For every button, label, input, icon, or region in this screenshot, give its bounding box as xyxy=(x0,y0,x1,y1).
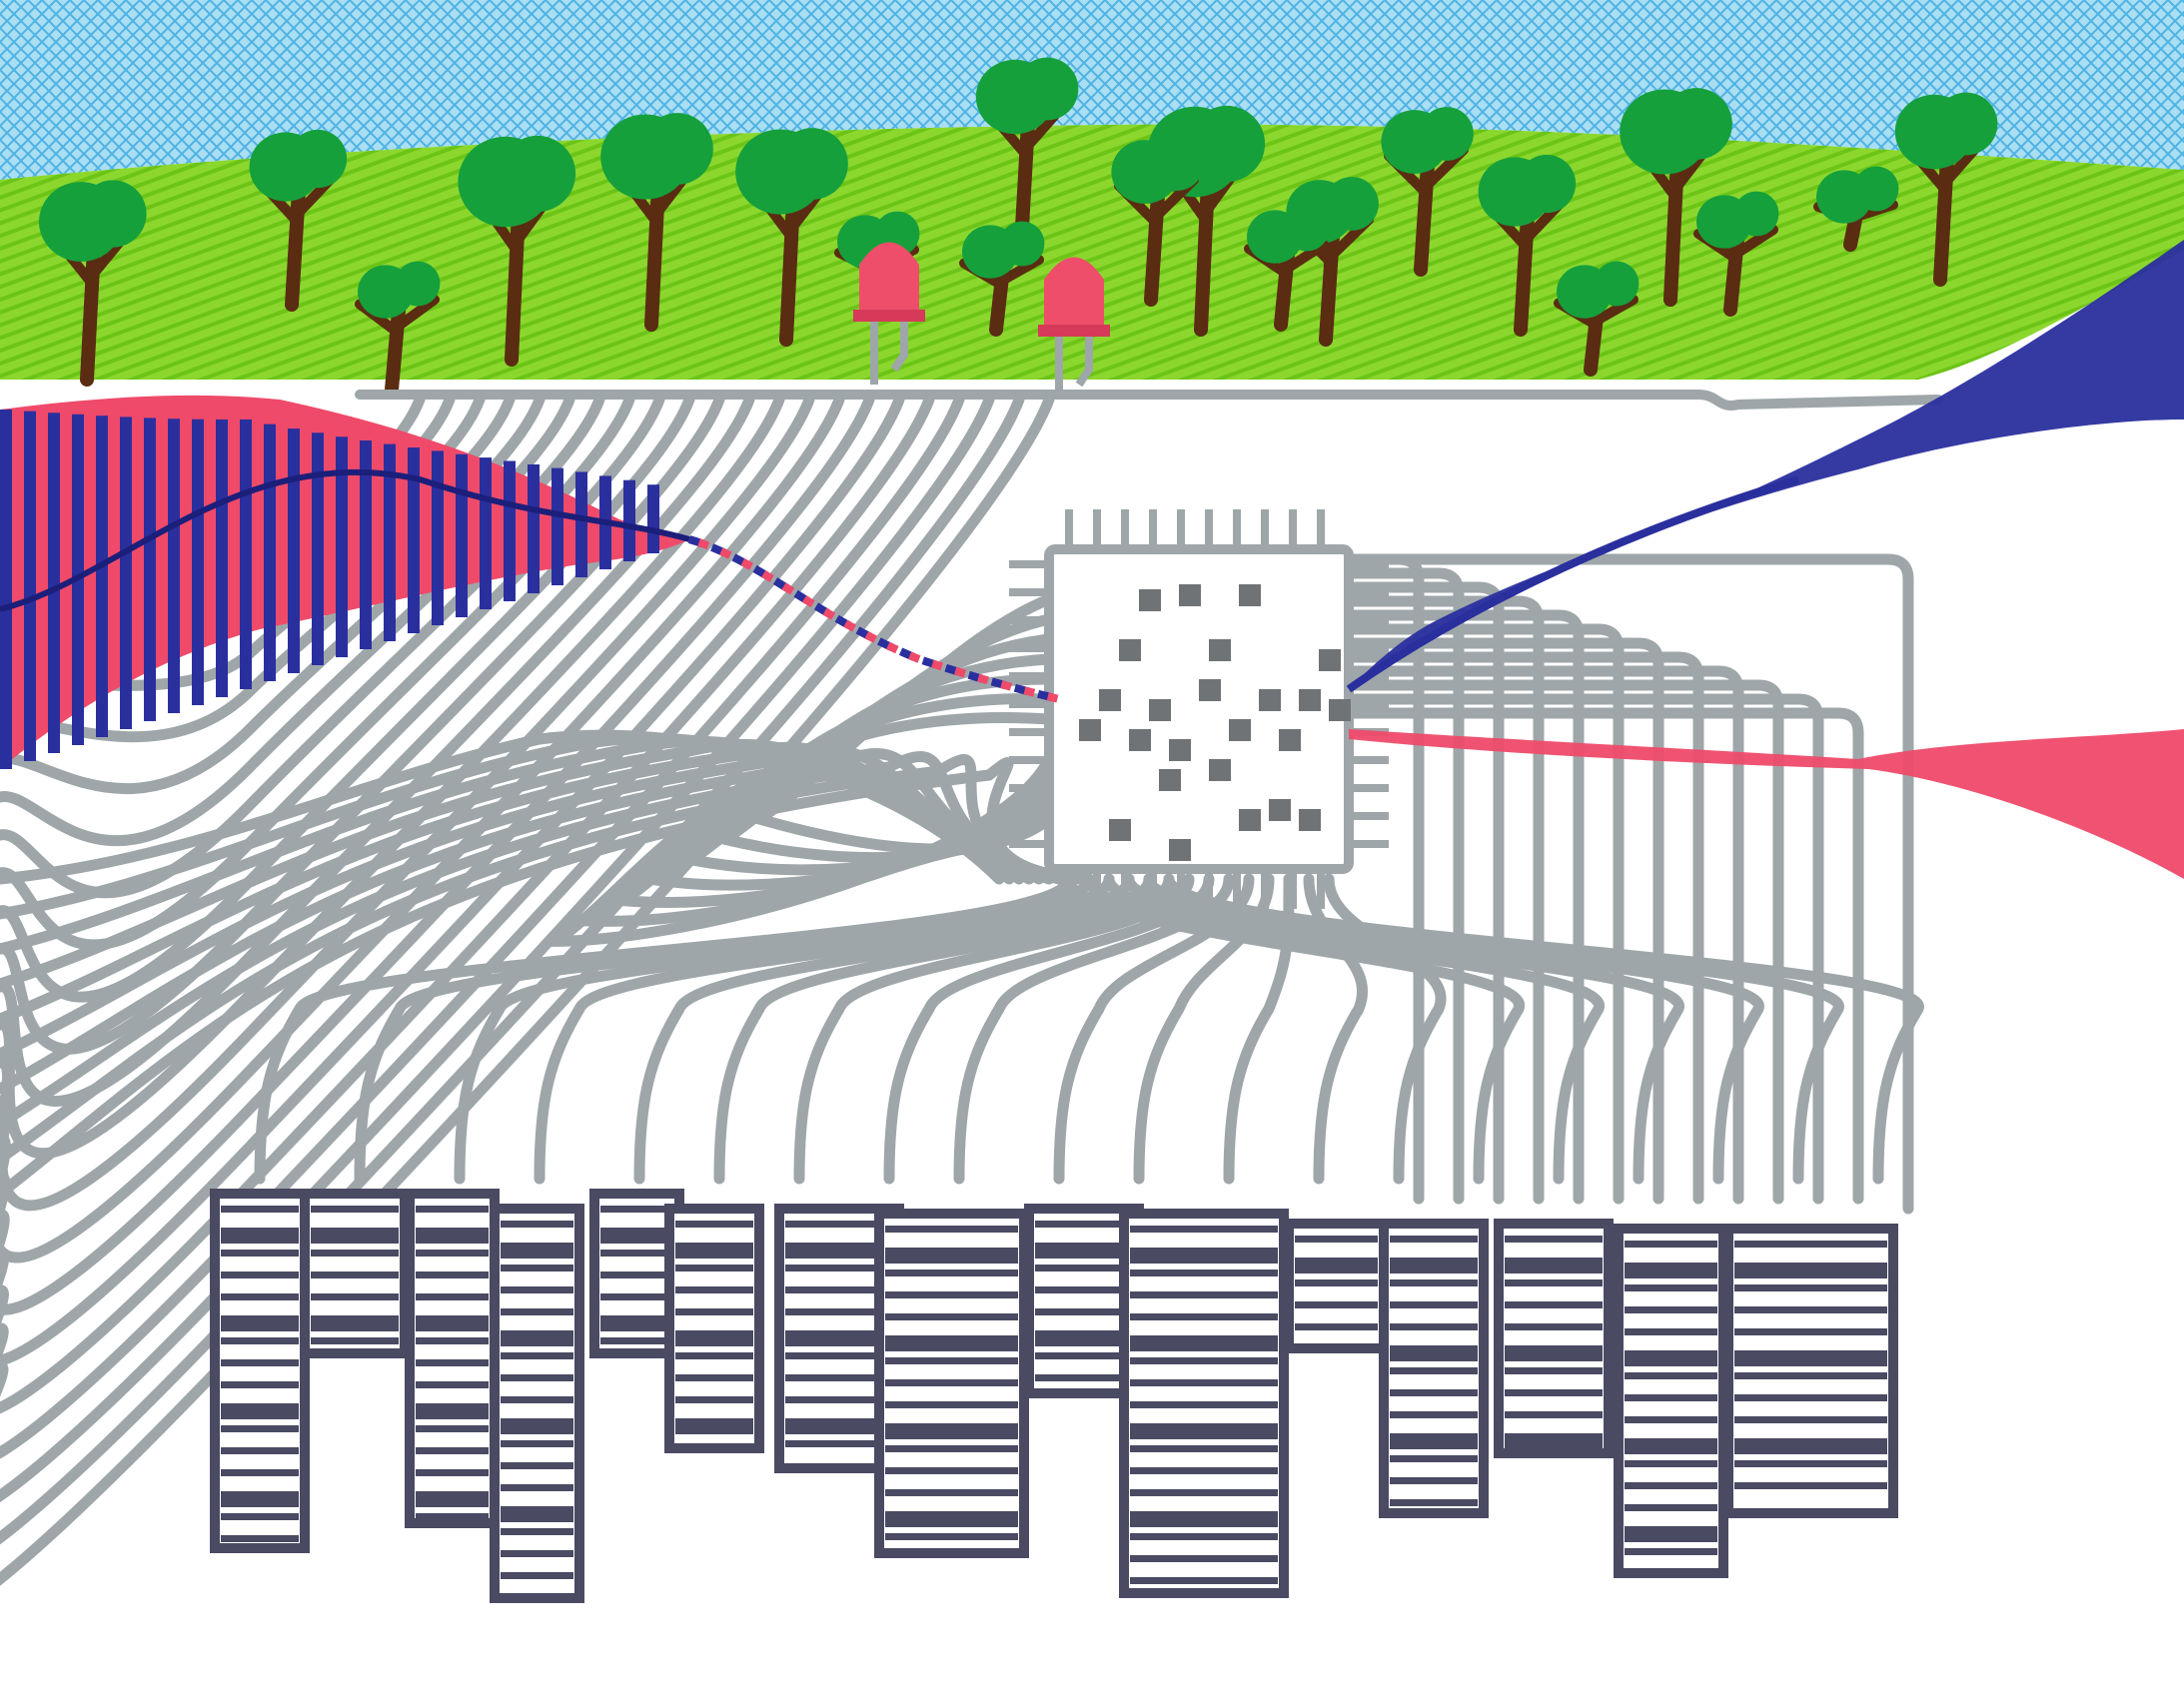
tree xyxy=(1620,88,1732,307)
connector-block xyxy=(490,1204,584,1603)
striped-ribbon-cable xyxy=(0,395,1060,769)
trace xyxy=(0,394,1025,1545)
trace xyxy=(1343,567,1465,1205)
trace xyxy=(1393,553,1914,1215)
trace xyxy=(633,873,1155,1185)
red-cable xyxy=(1349,729,2184,879)
chip-pads xyxy=(1079,584,1351,861)
tree xyxy=(959,221,1045,337)
tree xyxy=(1894,92,1998,287)
trace xyxy=(454,873,1115,1185)
tree xyxy=(458,135,576,367)
connector-block xyxy=(210,1189,310,1553)
tree xyxy=(1244,206,1330,332)
lamp-group xyxy=(853,242,1110,400)
trace xyxy=(1343,581,1505,1205)
trace xyxy=(1343,665,1744,1205)
connector-block xyxy=(405,1189,500,1528)
trace xyxy=(0,751,1075,1130)
trace xyxy=(1343,623,1625,1205)
trace xyxy=(1343,637,1664,1205)
trace xyxy=(0,394,995,1503)
connector-block xyxy=(1284,1219,1389,1353)
connector-block xyxy=(1379,1219,1489,1518)
tree xyxy=(1478,154,1577,337)
microchip xyxy=(1009,509,1389,909)
trace xyxy=(0,747,1065,1095)
connector-block xyxy=(664,1204,764,1453)
blue-cable xyxy=(1346,240,2184,693)
tree xyxy=(1693,191,1779,317)
connector-block xyxy=(874,1209,1029,1558)
connector-blocks xyxy=(210,1189,1898,1603)
tree xyxy=(735,128,848,347)
tree xyxy=(1554,261,1639,377)
tree xyxy=(600,113,713,332)
trace xyxy=(0,394,635,899)
trace xyxy=(1343,707,1864,1205)
trace xyxy=(0,754,1085,1165)
trace xyxy=(0,744,1055,1060)
trace xyxy=(1103,873,1684,1185)
trace xyxy=(0,394,905,1366)
red-lamp xyxy=(1038,257,1110,400)
trace xyxy=(0,394,1055,1586)
tree xyxy=(1111,137,1204,307)
tree xyxy=(355,261,441,397)
trace xyxy=(1343,693,1824,1205)
trace xyxy=(1343,595,1545,1205)
tree xyxy=(1381,107,1474,277)
tree xyxy=(1813,166,1899,252)
connector-block xyxy=(300,1189,410,1358)
tree xyxy=(249,129,348,312)
connector-block xyxy=(1119,1209,1289,1598)
trace xyxy=(0,741,1045,1025)
trace xyxy=(354,873,1095,1185)
connector-block xyxy=(1723,1224,1898,1518)
trace xyxy=(534,873,1135,1185)
trace xyxy=(1063,873,1525,1185)
trace xyxy=(1343,651,1704,1205)
connector-block xyxy=(1494,1219,1614,1458)
trace xyxy=(0,394,875,1315)
tree xyxy=(39,180,147,387)
trace xyxy=(0,394,845,1264)
ground-line xyxy=(355,390,1943,411)
trace xyxy=(1343,679,1784,1205)
chip-pins xyxy=(1009,509,1389,909)
trace xyxy=(713,873,1175,1185)
connector-block xyxy=(1614,1224,1728,1578)
trace xyxy=(1083,873,1605,1185)
red-lamp xyxy=(853,242,925,385)
trace xyxy=(0,757,1095,1200)
trace xyxy=(1343,609,1585,1205)
